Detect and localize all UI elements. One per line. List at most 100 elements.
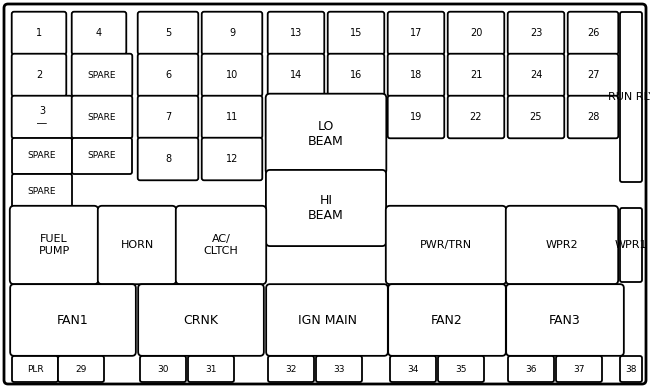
- Text: IGN MAIN: IGN MAIN: [298, 314, 356, 326]
- Text: 24: 24: [530, 70, 542, 80]
- Text: 8: 8: [165, 154, 171, 164]
- Text: SPARE: SPARE: [28, 151, 57, 161]
- FancyBboxPatch shape: [4, 4, 646, 384]
- FancyBboxPatch shape: [388, 284, 506, 356]
- FancyBboxPatch shape: [620, 356, 642, 382]
- FancyBboxPatch shape: [438, 356, 484, 382]
- FancyBboxPatch shape: [620, 12, 642, 182]
- FancyBboxPatch shape: [202, 54, 263, 96]
- FancyBboxPatch shape: [508, 12, 564, 54]
- Text: 6: 6: [165, 70, 171, 80]
- FancyBboxPatch shape: [10, 206, 98, 284]
- Text: 14: 14: [290, 70, 302, 80]
- FancyBboxPatch shape: [98, 206, 176, 284]
- FancyBboxPatch shape: [202, 138, 263, 180]
- Text: 12: 12: [226, 154, 238, 164]
- Text: FAN2: FAN2: [431, 314, 463, 326]
- FancyBboxPatch shape: [138, 284, 264, 356]
- Text: 15: 15: [350, 28, 362, 38]
- FancyBboxPatch shape: [72, 96, 133, 138]
- FancyBboxPatch shape: [268, 356, 314, 382]
- FancyBboxPatch shape: [390, 356, 436, 382]
- Text: PLR: PLR: [27, 364, 44, 374]
- Text: 23: 23: [530, 28, 542, 38]
- Text: 32: 32: [285, 364, 296, 374]
- Text: 27: 27: [587, 70, 599, 80]
- Text: WPR1: WPR1: [615, 240, 647, 250]
- FancyBboxPatch shape: [328, 12, 384, 54]
- FancyBboxPatch shape: [448, 54, 504, 96]
- Text: 34: 34: [408, 364, 419, 374]
- FancyBboxPatch shape: [202, 96, 263, 138]
- FancyBboxPatch shape: [620, 208, 642, 282]
- Text: RUN RLY: RUN RLY: [608, 92, 650, 102]
- Text: 22: 22: [470, 112, 482, 122]
- FancyBboxPatch shape: [508, 96, 564, 138]
- FancyBboxPatch shape: [138, 96, 198, 138]
- FancyBboxPatch shape: [140, 356, 186, 382]
- Text: 33: 33: [333, 364, 344, 374]
- FancyBboxPatch shape: [72, 54, 133, 96]
- Text: PWR/TRN: PWR/TRN: [420, 240, 472, 250]
- FancyBboxPatch shape: [266, 284, 388, 356]
- FancyBboxPatch shape: [188, 356, 234, 382]
- Text: HI
BEAM: HI BEAM: [308, 194, 344, 222]
- Text: HORN: HORN: [120, 240, 153, 250]
- FancyBboxPatch shape: [386, 206, 506, 284]
- Text: FAN3: FAN3: [549, 314, 581, 326]
- FancyBboxPatch shape: [316, 356, 362, 382]
- FancyBboxPatch shape: [567, 54, 618, 96]
- FancyBboxPatch shape: [506, 284, 624, 356]
- Text: 1: 1: [36, 28, 42, 38]
- Text: SPARE: SPARE: [28, 187, 57, 196]
- Text: 3
―: 3 ―: [37, 106, 47, 128]
- FancyBboxPatch shape: [266, 170, 386, 246]
- Text: 19: 19: [410, 112, 422, 122]
- FancyBboxPatch shape: [556, 356, 602, 382]
- Text: CRNK: CRNK: [183, 314, 218, 326]
- FancyBboxPatch shape: [12, 356, 58, 382]
- FancyBboxPatch shape: [506, 206, 618, 284]
- Text: 10: 10: [226, 70, 238, 80]
- Text: 5: 5: [165, 28, 171, 38]
- FancyBboxPatch shape: [266, 94, 386, 174]
- FancyBboxPatch shape: [508, 356, 554, 382]
- Text: SPARE: SPARE: [88, 113, 116, 121]
- Text: 9: 9: [229, 28, 235, 38]
- FancyBboxPatch shape: [12, 138, 72, 174]
- FancyBboxPatch shape: [10, 284, 136, 356]
- FancyBboxPatch shape: [176, 206, 266, 284]
- Text: 30: 30: [157, 364, 169, 374]
- Text: 36: 36: [525, 364, 537, 374]
- Text: SPARE: SPARE: [88, 151, 116, 161]
- Text: 2: 2: [36, 70, 42, 80]
- FancyBboxPatch shape: [12, 174, 72, 208]
- FancyBboxPatch shape: [328, 54, 384, 96]
- Text: SPARE: SPARE: [88, 71, 116, 80]
- Text: FUEL
PUMP: FUEL PUMP: [38, 234, 70, 256]
- FancyBboxPatch shape: [268, 12, 324, 54]
- FancyBboxPatch shape: [138, 12, 198, 54]
- FancyBboxPatch shape: [268, 54, 324, 96]
- FancyBboxPatch shape: [12, 12, 66, 54]
- FancyBboxPatch shape: [448, 12, 504, 54]
- Text: 21: 21: [470, 70, 482, 80]
- FancyBboxPatch shape: [12, 96, 72, 138]
- Text: 4: 4: [96, 28, 102, 38]
- FancyBboxPatch shape: [387, 12, 445, 54]
- Text: 13: 13: [290, 28, 302, 38]
- FancyBboxPatch shape: [138, 54, 198, 96]
- FancyBboxPatch shape: [202, 12, 263, 54]
- Text: 20: 20: [470, 28, 482, 38]
- Text: 35: 35: [455, 364, 467, 374]
- FancyBboxPatch shape: [508, 54, 564, 96]
- Text: 28: 28: [587, 112, 599, 122]
- Text: 29: 29: [75, 364, 86, 374]
- Text: FAN1: FAN1: [57, 314, 89, 326]
- Text: 25: 25: [530, 112, 542, 122]
- FancyBboxPatch shape: [387, 96, 445, 138]
- Text: 16: 16: [350, 70, 362, 80]
- FancyBboxPatch shape: [72, 138, 132, 174]
- Text: 18: 18: [410, 70, 422, 80]
- Text: 11: 11: [226, 112, 238, 122]
